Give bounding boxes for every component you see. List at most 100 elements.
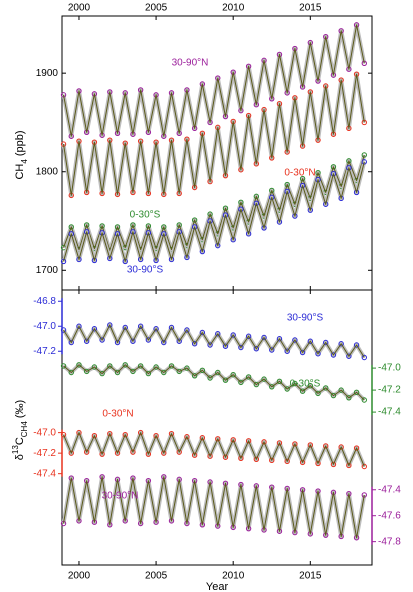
data-point [238,455,244,461]
data-point [114,231,121,237]
y-tick-label: -46.8 [33,296,56,307]
data-point [130,229,136,235]
data-point [83,338,90,344]
data-point [76,362,82,368]
data-point [292,380,298,387]
data-point [176,229,182,235]
y-axis-label-part: 13 [11,445,20,454]
data-point [315,460,321,467]
data-point [284,188,290,195]
y-tick-label: -47.4 [378,407,401,418]
x-tick-label: 2015 [299,571,322,582]
data-point [145,230,152,236]
data-point [199,248,206,255]
data-point [330,170,337,177]
data-point [107,363,113,369]
data-point [245,333,252,339]
data-point [330,164,337,170]
data-point [76,323,82,329]
data-point [184,365,190,371]
data-point [222,212,229,218]
y-tick-label: -47.8 [378,536,401,547]
data-point [68,231,74,237]
y-axis-label-part: δ [14,454,26,460]
data-point [299,349,306,356]
data-point [353,445,360,451]
data-point [261,439,267,445]
data-point [292,213,298,219]
data-point [338,341,344,347]
x-tick-label: 2005 [145,571,168,582]
data-point [161,231,167,237]
data-point [346,158,352,164]
data-point [245,374,252,380]
data-point [253,200,260,206]
y-tick-label: -47.0 [33,427,56,438]
data-point [338,387,344,393]
data-point [76,256,82,263]
data-point [60,327,67,333]
data-point [215,436,221,442]
series-label: 0-30°S [130,210,161,221]
data-point [83,222,90,228]
data-point [68,450,74,456]
y-tick-label: -47.4 [33,468,56,479]
data-point [91,326,98,332]
data-point [145,451,152,457]
fit-line [63,161,365,262]
fit-line [63,154,365,252]
data-point [238,199,244,205]
data-point [122,362,128,368]
data-point [338,444,344,450]
data-point [153,433,159,439]
data-point [168,430,175,437]
x-tick-label: 2000 [68,571,91,582]
data-point [307,442,314,448]
data-point [191,452,198,458]
y-axis-label-part: C [14,437,26,445]
fit-line [63,364,365,401]
y-tick-label: -47.2 [33,346,56,357]
data-point [330,461,337,468]
data-point [137,323,144,329]
data-point [222,205,229,211]
x-tick-label: 2015 [299,3,322,14]
data-point [245,438,252,444]
data-point [161,450,167,456]
data-point [199,329,206,336]
series-label: 0-30°S [290,379,321,390]
series-label: 30-90°N [172,58,209,69]
data-point [230,332,236,338]
data-point [315,351,321,357]
data-point [107,255,113,262]
data-point [307,383,314,389]
data-point [161,339,167,346]
data-point [130,368,136,375]
data-point [284,458,290,465]
data-point [184,434,190,440]
data-point [315,170,321,176]
data-point [199,435,206,441]
data-point [122,431,128,438]
data-point [353,342,360,348]
data-point [99,230,105,236]
data-point [68,339,74,346]
data-point [153,326,159,332]
y-axis-label-part: (ppb) [14,130,26,159]
data-point [76,429,82,436]
data-point [361,354,367,361]
data-point [168,256,175,263]
data-point [130,449,136,455]
fit-line [63,73,365,196]
y-axis-label-part: CH [14,164,26,180]
y-tick-label: -47.6 [378,510,401,521]
data-point [276,219,283,225]
data-point [99,223,105,229]
y-tick-label: 1700 [36,265,59,276]
data-point [168,363,175,369]
data-point [222,343,229,349]
data-point [184,254,190,261]
data-point [91,433,98,439]
data-point [161,369,167,376]
